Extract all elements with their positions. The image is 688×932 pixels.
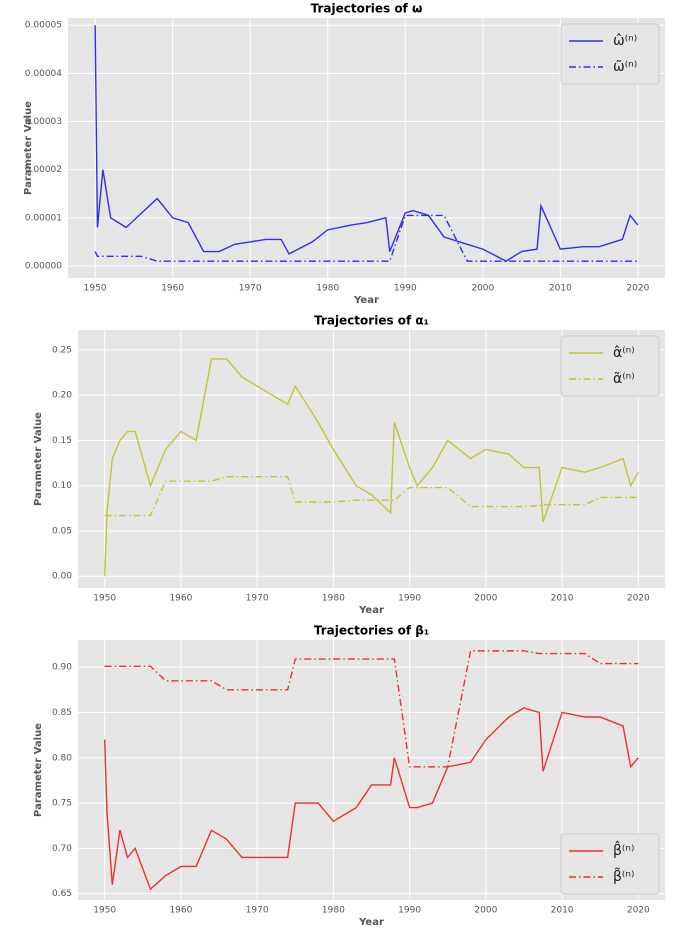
y-tick-label: 0.65 bbox=[52, 889, 72, 899]
x-tick-label: 1970 bbox=[246, 594, 269, 604]
chart-title: Trajectories of ω bbox=[311, 2, 423, 16]
y-tick-label: 0.15 bbox=[52, 436, 72, 446]
y-tick-label: 0.80 bbox=[52, 753, 72, 763]
x-tick-label: 1990 bbox=[394, 284, 417, 294]
legend-label: β̂⁽ⁿ⁾ bbox=[613, 840, 634, 859]
y-tick-label: 0.90 bbox=[52, 663, 72, 673]
y-tick-label: 0.20 bbox=[52, 391, 72, 401]
data-line bbox=[94, 214, 638, 262]
x-tick-label: 1990 bbox=[398, 594, 421, 604]
y-tick-label: 0.00004 bbox=[25, 69, 62, 79]
legend-label: α̂⁽ⁿ⁾ bbox=[613, 345, 635, 361]
x-tick-label: 1980 bbox=[322, 594, 345, 604]
x-tick-label: 1990 bbox=[398, 906, 421, 916]
data-line bbox=[103, 358, 639, 577]
y-tick-label: 0.25 bbox=[52, 345, 72, 355]
legend: ω̂⁽ⁿ⁾ ω̃⁽ⁿ⁾ bbox=[560, 23, 660, 85]
data-line bbox=[104, 650, 639, 768]
x-tick-label: 2020 bbox=[626, 284, 649, 294]
x-tick-label: 1980 bbox=[316, 284, 339, 294]
y-axis-label: Parameter Value bbox=[33, 723, 44, 817]
legend-label: α̃⁽ⁿ⁾ bbox=[613, 371, 635, 387]
x-tick-label: 2010 bbox=[551, 906, 574, 916]
x-tick-label: 1980 bbox=[322, 906, 345, 916]
x-tick-label: 2010 bbox=[551, 594, 574, 604]
legend: β̂⁽ⁿ⁾ β̃⁽ⁿ⁾ bbox=[560, 833, 660, 895]
x-tick-label: 1950 bbox=[93, 906, 116, 916]
x-tick-label: 2000 bbox=[471, 284, 494, 294]
x-axis-label: Year bbox=[353, 295, 379, 306]
y-tick-label: 0.05 bbox=[52, 526, 72, 536]
x-tick-label: 1960 bbox=[169, 906, 192, 916]
y-tick-label: 0.00002 bbox=[25, 165, 62, 175]
x-axis-label: Year bbox=[358, 605, 384, 616]
x-tick-label: 1960 bbox=[161, 284, 184, 294]
y-axis-label: Parameter Value bbox=[23, 101, 34, 195]
legend-label: ω̂⁽ⁿ⁾ bbox=[613, 33, 637, 49]
y-axis-label: Parameter Value bbox=[33, 412, 44, 506]
x-tick-label: 2020 bbox=[627, 906, 650, 916]
y-tick-label: 0.00001 bbox=[25, 213, 62, 223]
legend: α̂⁽ⁿ⁾ α̃⁽ⁿ⁾ bbox=[560, 335, 660, 397]
y-tick-label: 0.00003 bbox=[25, 117, 62, 127]
x-tick-label: 1970 bbox=[239, 284, 262, 294]
chart-title: Trajectories of β₁ bbox=[314, 624, 429, 638]
legend-label: β̃⁽ⁿ⁾ bbox=[613, 867, 634, 885]
x-tick-label: 1960 bbox=[169, 594, 192, 604]
y-tick-label: 0.75 bbox=[52, 799, 72, 809]
data-line bbox=[103, 707, 639, 891]
y-tick-label: 0.85 bbox=[52, 708, 72, 718]
legend-box bbox=[560, 833, 660, 895]
x-tick-label: 2020 bbox=[627, 594, 650, 604]
x-tick-label: 1970 bbox=[246, 906, 269, 916]
chart-title: Trajectories of α₁ bbox=[314, 314, 429, 328]
legend-label: ω̃⁽ⁿ⁾ bbox=[613, 59, 637, 75]
data-line bbox=[94, 25, 639, 262]
x-tick-label: 2000 bbox=[474, 906, 497, 916]
legend-box bbox=[560, 23, 660, 85]
legend-box bbox=[560, 335, 660, 397]
x-tick-label: 1950 bbox=[84, 284, 107, 294]
y-tick-label: 0.70 bbox=[52, 844, 72, 854]
y-tick-label: 0.00000 bbox=[25, 261, 62, 271]
x-tick-label: 2010 bbox=[549, 284, 572, 294]
x-axis-label: Year bbox=[358, 917, 384, 928]
x-tick-label: 1950 bbox=[93, 594, 116, 604]
y-tick-label: 0.00005 bbox=[25, 21, 62, 31]
x-tick-label: 2000 bbox=[474, 594, 497, 604]
y-tick-label: 0.10 bbox=[52, 481, 72, 491]
data-line bbox=[104, 475, 639, 517]
y-tick-label: 0.00 bbox=[52, 572, 72, 582]
